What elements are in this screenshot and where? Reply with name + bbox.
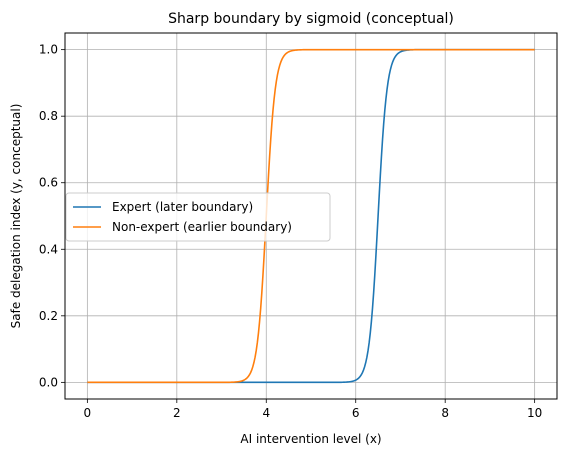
y-tick-label: 0.2: [39, 309, 58, 323]
y-tick-label: 0.8: [39, 109, 58, 123]
non-expert-series-line: [87, 48, 535, 384]
legend-label-expert: Expert (later boundary): [112, 200, 253, 214]
plot-frame: [64, 32, 558, 400]
y-axis-label: Safe delegation index (y, conceptual): [9, 104, 23, 329]
x-tick-label: 6: [352, 406, 360, 420]
series-lines: [87, 48, 535, 384]
y-tick-label: 0.6: [39, 176, 58, 190]
y-tick-label: 0.0: [39, 375, 58, 389]
x-tick-label: 4: [262, 406, 270, 420]
y-tick-label: 1.0: [39, 43, 58, 57]
axis-ticks: 0 2 4 6 8 10 0.0 0.2 0.4 0.6 0.8 1.0: [39, 43, 542, 420]
y-tick-label: 0.4: [39, 242, 58, 256]
x-axis-label: AI intervention level (x): [240, 432, 381, 446]
legend: Expert (later boundary) Non-expert (earl…: [65, 192, 331, 242]
x-tick-label: 0: [84, 406, 92, 420]
x-tick-label: 8: [441, 406, 449, 420]
legend-label-non-expert: Non-expert (earlier boundary): [112, 220, 292, 234]
x-tick-label: 2: [173, 406, 181, 420]
x-tick-label: 10: [527, 406, 542, 420]
legend-box: [65, 192, 331, 242]
chart-title: Sharp boundary by sigmoid (conceptual): [168, 11, 454, 27]
